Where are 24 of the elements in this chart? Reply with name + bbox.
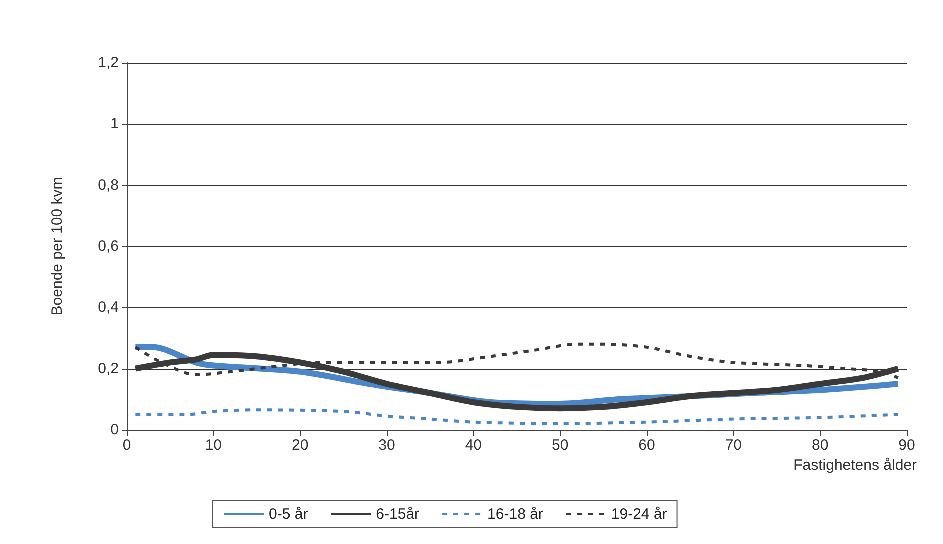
y-tick-label: 0,6 — [98, 238, 119, 255]
x-tick-label: 70 — [725, 437, 742, 454]
y-tick-label: 0,4 — [98, 299, 119, 316]
y-tick-label: 1 — [110, 116, 119, 133]
y-tick-label: 0 — [110, 422, 119, 438]
y-tick-label: 0,2 — [98, 360, 119, 378]
x-tick-label: 60 — [638, 437, 656, 454]
x-axis-title: Fastighetens ålder — [794, 457, 918, 474]
x-tick-label: 90 — [898, 437, 916, 454]
y-tick-label: 1,2 — [98, 54, 119, 72]
x-tick-label: 30 — [378, 437, 396, 454]
y-tick-label: 0,8 — [98, 176, 119, 194]
line-series — [134, 408, 900, 426]
legend-label: 0-5 år — [269, 506, 308, 523]
y-axis-title: Boende per 100 kvm — [49, 177, 66, 316]
x-tick-label: 40 — [465, 437, 482, 454]
x-tick-label: 50 — [552, 437, 569, 454]
x-tick-label: 0 — [122, 437, 132, 454]
legend-label: 16-18 år — [488, 506, 544, 523]
x-tick-label: 10 — [205, 437, 222, 454]
x-tick-label: 20 — [292, 437, 309, 454]
x-tick-label: 80 — [812, 437, 829, 454]
legend-label: 19-24 år — [611, 506, 668, 523]
legend-label: 6-15år — [376, 506, 420, 523]
